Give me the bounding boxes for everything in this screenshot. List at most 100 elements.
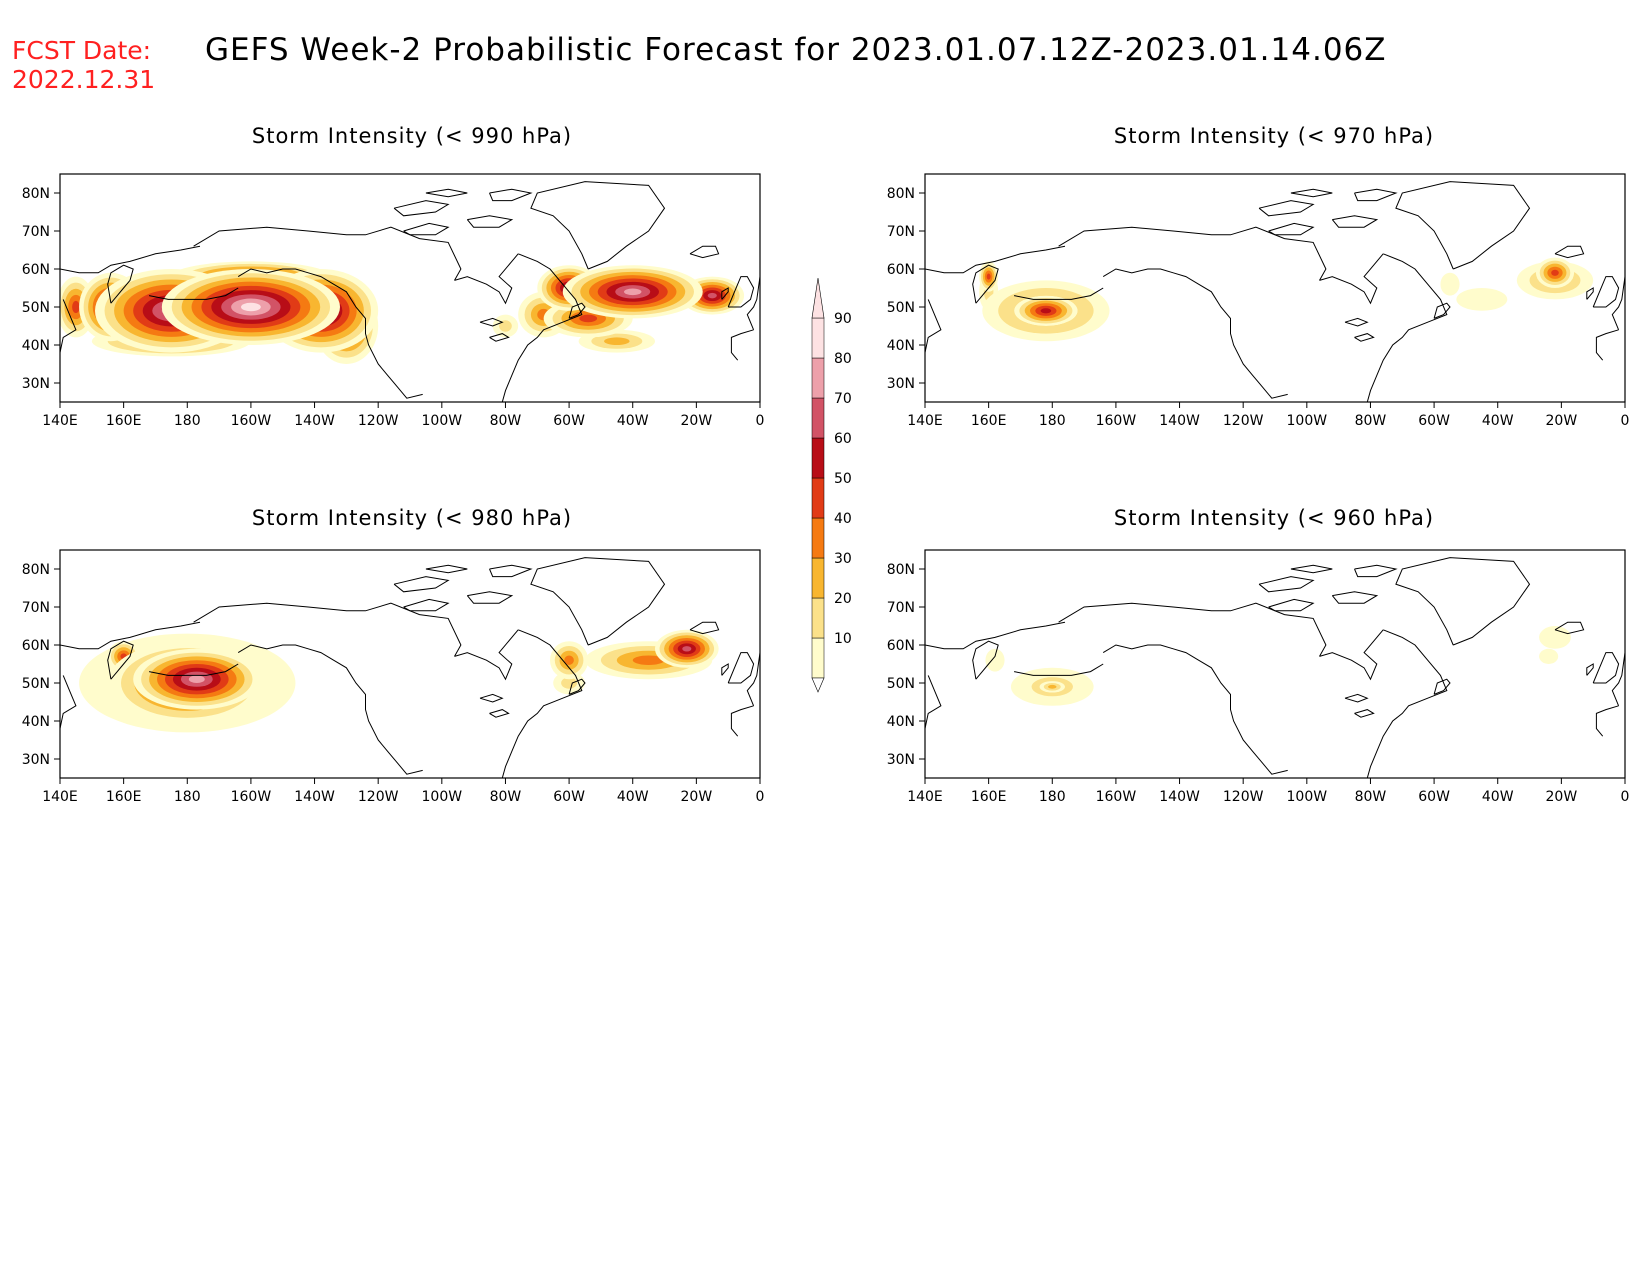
lon-tick-label: 140E bbox=[907, 413, 943, 429]
lon-tick-label: 120W bbox=[1223, 789, 1264, 805]
coastlines bbox=[60, 181, 760, 402]
coastline bbox=[149, 287, 239, 300]
coastline bbox=[689, 245, 720, 259]
lon-tick-label: 60W bbox=[553, 413, 585, 429]
probability-contour bbox=[72, 300, 80, 314]
probability-contour bbox=[188, 675, 205, 683]
coastline bbox=[1344, 693, 1369, 703]
coastline bbox=[689, 621, 720, 635]
probability-contour bbox=[1456, 288, 1508, 311]
colorbar-tick-label: 10 bbox=[834, 631, 852, 647]
coastlines bbox=[60, 557, 760, 778]
probability-contour bbox=[985, 648, 1005, 672]
lat-tick-label: 80N bbox=[887, 562, 915, 578]
lat-tick-label: 30N bbox=[22, 376, 50, 392]
lon-tick-label: 160E bbox=[106, 413, 142, 429]
lon-tick-label: 180 bbox=[1039, 789, 1066, 805]
colorbar-swatch bbox=[811, 437, 825, 479]
coastline bbox=[1554, 245, 1585, 259]
map-panel-p980: 30N 40N 50N 60N 70N 80N 140E 160E 180 160W 140W 120… bbox=[22, 549, 764, 805]
lon-tick-label: 80W bbox=[1355, 789, 1387, 805]
colorbar-swatch bbox=[811, 557, 825, 599]
coastline bbox=[60, 675, 77, 729]
lat-tick-label: 40N bbox=[22, 338, 50, 354]
lon-tick-label: 160W bbox=[1096, 789, 1137, 805]
coastline bbox=[1102, 268, 1288, 399]
coastline bbox=[489, 188, 533, 202]
coastline bbox=[1102, 644, 1288, 775]
lat-tick-label: 80N bbox=[887, 186, 915, 202]
colorbar-swatch bbox=[811, 397, 825, 439]
colorbar-swatch bbox=[811, 477, 825, 519]
lat-tick-label: 70N bbox=[22, 600, 50, 616]
lat-tick-label: 50N bbox=[887, 676, 915, 692]
coastline bbox=[746, 276, 760, 330]
colorbar-bottom-arrow bbox=[811, 677, 825, 693]
lon-tick-label: 60W bbox=[1418, 413, 1450, 429]
coastline bbox=[1058, 602, 1327, 657]
lon-tick-label: 140E bbox=[907, 789, 943, 805]
coastline bbox=[925, 299, 942, 353]
coastline bbox=[925, 675, 942, 729]
probability-contour bbox=[1551, 269, 1559, 276]
probability-contour bbox=[1040, 308, 1052, 314]
map-panel-p960: 30N 40N 50N 60N 70N 80N 140E 160E 180 160W 140W 120… bbox=[887, 549, 1630, 805]
coastline bbox=[193, 226, 462, 281]
coastline bbox=[60, 245, 201, 274]
coastline bbox=[454, 253, 519, 305]
coastline bbox=[403, 598, 450, 612]
coastline bbox=[1586, 287, 1594, 300]
coastline bbox=[1433, 678, 1451, 695]
lat-tick-label: 30N bbox=[887, 752, 915, 768]
probability-field bbox=[985, 626, 1571, 706]
coastline bbox=[1586, 663, 1594, 676]
coastline bbox=[1366, 629, 1448, 778]
coastline bbox=[1058, 226, 1327, 281]
lon-tick-label: 100W bbox=[422, 413, 463, 429]
colorbar-tick-label: 20 bbox=[834, 591, 852, 607]
coastline bbox=[1354, 188, 1398, 202]
probability-contour bbox=[564, 655, 574, 665]
lat-tick-label: 40N bbox=[22, 714, 50, 730]
probability-contour bbox=[1440, 272, 1460, 296]
lon-tick-label: 100W bbox=[1287, 413, 1328, 429]
colorbar-tick-label: 80 bbox=[834, 351, 852, 367]
coastline bbox=[1433, 302, 1451, 319]
coastline bbox=[530, 557, 666, 646]
colorbar-tick-label: 60 bbox=[834, 431, 852, 447]
lon-tick-label: 120W bbox=[1223, 413, 1264, 429]
panel-title-970: Storm Intensity (< 970 hPa) bbox=[1113, 124, 1435, 148]
lon-tick-label: 40W bbox=[617, 789, 649, 805]
coastlines bbox=[925, 557, 1625, 778]
lat-tick-label: 50N bbox=[22, 300, 50, 316]
lon-tick-label: 0 bbox=[1621, 789, 1630, 805]
fcst-date: 2022.12.31 bbox=[12, 65, 156, 94]
lon-tick-label: 160W bbox=[1096, 413, 1137, 429]
lon-tick-label: 160E bbox=[971, 413, 1007, 429]
coastline bbox=[149, 663, 239, 676]
coastline bbox=[568, 678, 586, 695]
probability-field bbox=[79, 629, 719, 733]
coastline bbox=[466, 591, 514, 604]
probability-contour bbox=[499, 320, 512, 332]
lon-tick-label: 180 bbox=[174, 789, 201, 805]
coastline bbox=[925, 245, 1066, 274]
probability-contour bbox=[604, 337, 630, 346]
coastline bbox=[730, 705, 754, 737]
coastline bbox=[1595, 329, 1619, 361]
coastline bbox=[1595, 705, 1619, 737]
probability-contour bbox=[1539, 648, 1559, 665]
map-background bbox=[925, 550, 1625, 778]
lon-tick-label: 100W bbox=[1287, 789, 1328, 805]
colorbar-swatch bbox=[811, 317, 825, 359]
colorbar-tick-label: 40 bbox=[834, 511, 852, 527]
coastline bbox=[1592, 652, 1620, 684]
lon-tick-label: 160W bbox=[231, 789, 272, 805]
probability-contour bbox=[241, 302, 261, 312]
probability-contour bbox=[707, 292, 717, 299]
lat-tick-label: 60N bbox=[887, 262, 915, 278]
coastline bbox=[727, 652, 755, 684]
lon-tick-label: 120W bbox=[358, 789, 399, 805]
coastline bbox=[393, 576, 450, 593]
coastline bbox=[925, 621, 1066, 650]
